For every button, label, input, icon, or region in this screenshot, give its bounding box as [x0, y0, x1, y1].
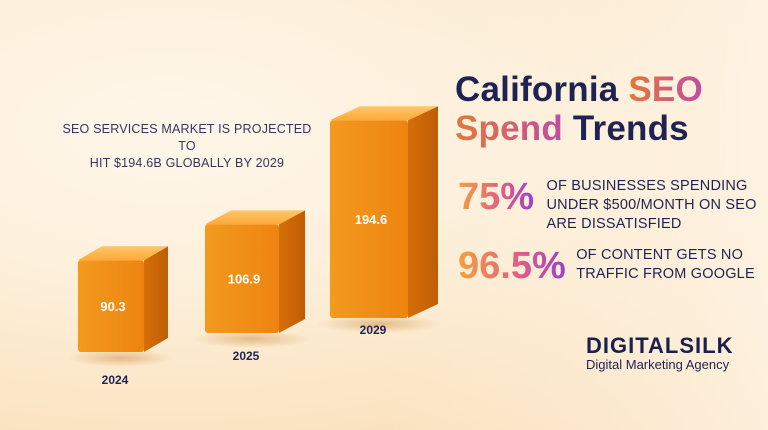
bar-shadow	[316, 315, 442, 333]
stat-percent: 96.5%	[458, 245, 566, 287]
bar-side	[144, 246, 168, 352]
stat-line: ARE DISSATISFIED	[546, 216, 682, 232]
subtitle-line-1: SEO SERVICES MARKET IS PROJECTED TO	[62, 122, 312, 153]
bar-top	[330, 106, 438, 121]
title-word-trends: Trends	[572, 109, 689, 148]
bar-top	[78, 246, 168, 261]
bar-category-label: 2029	[360, 323, 387, 337]
bar-value-label: 194.6	[355, 212, 388, 227]
page-title: California SEO Spend Trends	[455, 70, 703, 148]
stat-no-traffic: 96.5% OF CONTENT GETS NO TRAFFIC FROM GO…	[458, 246, 755, 286]
stat-line: OF BUSINESSES SPENDING	[546, 178, 748, 194]
bar-category-label: 2025	[233, 349, 260, 363]
subtitle-line-2: HIT $194.6B GLOBALLY BY 2029	[89, 156, 285, 170]
title-word-california: California	[455, 70, 619, 109]
bar-side	[279, 210, 305, 333]
bar	[330, 120, 408, 318]
bar-shadow	[192, 330, 312, 348]
brand-name-part2: SILK	[679, 333, 734, 358]
bar	[205, 224, 279, 333]
brand-tagline: Digital Marketing Agency	[586, 357, 730, 372]
bar-value-label: 106.9	[228, 272, 261, 287]
brand-name-part1: DIGITAL	[586, 333, 680, 358]
stat-description: OF BUSINESSES SPENDING UNDER $500/MONTH …	[547, 177, 757, 234]
stat-line: TRAFFIC FROM GOOGLE	[576, 266, 755, 282]
title-word-seo: SEO	[628, 70, 703, 109]
bar-category-label: 2024	[102, 373, 129, 387]
stat-description: OF CONTENT GETS NO TRAFFIC FROM GOOGLE	[576, 246, 755, 284]
bar	[78, 260, 144, 352]
stat-line: UNDER $500/MONTH ON SEO	[546, 197, 757, 213]
stat-line: OF CONTENT GETS NO	[576, 247, 744, 263]
brand-logo: DIGITALSILK	[586, 333, 733, 359]
stat-percent: 75%	[458, 176, 535, 218]
bar-shadow	[68, 349, 174, 367]
title-word-spend: Spend	[455, 109, 563, 148]
stat-dissatisfied: 75% OF BUSINESSES SPENDING UNDER $500/MO…	[458, 177, 757, 234]
chart-subtitle: SEO SERVICES MARKET IS PROJECTED TO HIT …	[62, 121, 312, 172]
bar-value-label: 90.3	[100, 299, 125, 314]
bar-top	[205, 210, 305, 225]
bar-side	[408, 106, 438, 318]
